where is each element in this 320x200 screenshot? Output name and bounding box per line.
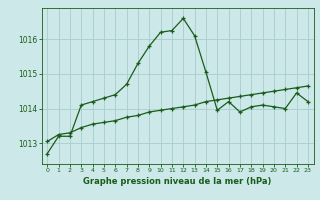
X-axis label: Graphe pression niveau de la mer (hPa): Graphe pression niveau de la mer (hPa) <box>84 177 272 186</box>
